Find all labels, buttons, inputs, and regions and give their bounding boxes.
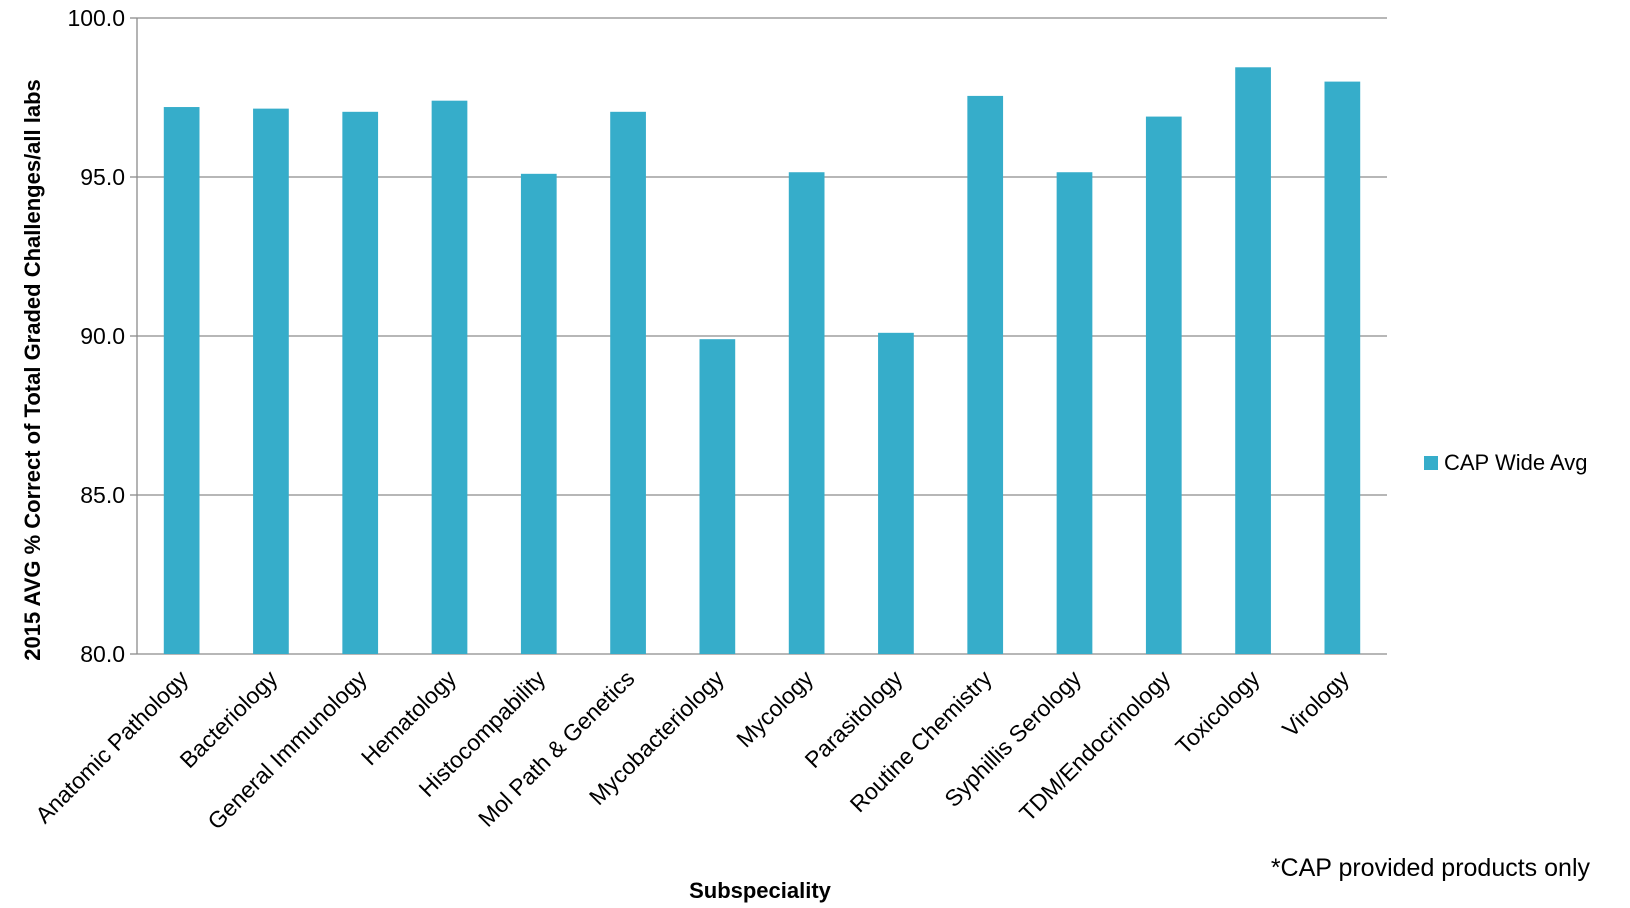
y-tick-label: 95.0 — [80, 164, 125, 190]
x-tick-label: Toxicology — [1170, 665, 1265, 760]
x-tick-label: General Immunology — [202, 665, 372, 835]
x-tick-label: Mycology — [731, 665, 818, 752]
footnote: *CAP provided products only — [1271, 854, 1591, 882]
bar — [878, 332, 914, 654]
x-tick-label: Mol Path & Genetics — [473, 665, 640, 832]
y-tick-label: 80.0 — [80, 641, 125, 667]
y-tick-label: 90.0 — [80, 323, 125, 349]
bar — [253, 108, 289, 654]
legend-label: CAP Wide Avg — [1444, 450, 1587, 475]
bar — [967, 95, 1004, 654]
bar — [1056, 172, 1093, 655]
bars-layer — [163, 67, 1361, 655]
x-tick-label: Anatomic Pathology — [30, 665, 193, 828]
bar — [342, 111, 379, 654]
legend: CAP Wide Avg — [1424, 450, 1587, 475]
y-tick-labels: 80.0 85.0 90.0 95.0 100.0 — [67, 5, 125, 667]
bar — [1235, 67, 1271, 655]
x-tick-label: TDM/Endocrinology — [1014, 665, 1176, 827]
legend-swatch — [1424, 456, 1438, 470]
bar — [520, 173, 557, 654]
bar — [1324, 81, 1361, 655]
y-tick-label: 85.0 — [80, 482, 125, 508]
x-tick-label: Virology — [1277, 665, 1354, 742]
bar — [1145, 116, 1182, 654]
bar — [699, 339, 736, 654]
bar — [431, 100, 468, 655]
grid-layer — [130, 17, 1387, 655]
bar — [163, 107, 200, 655]
x-axis-label: Subspeciality — [689, 878, 832, 903]
y-axis-label: 2015 AVG % Correct of Total Graded Chall… — [20, 79, 45, 661]
bar — [788, 172, 825, 655]
y-tick-label: 100.0 — [67, 5, 125, 31]
bar — [610, 111, 646, 654]
